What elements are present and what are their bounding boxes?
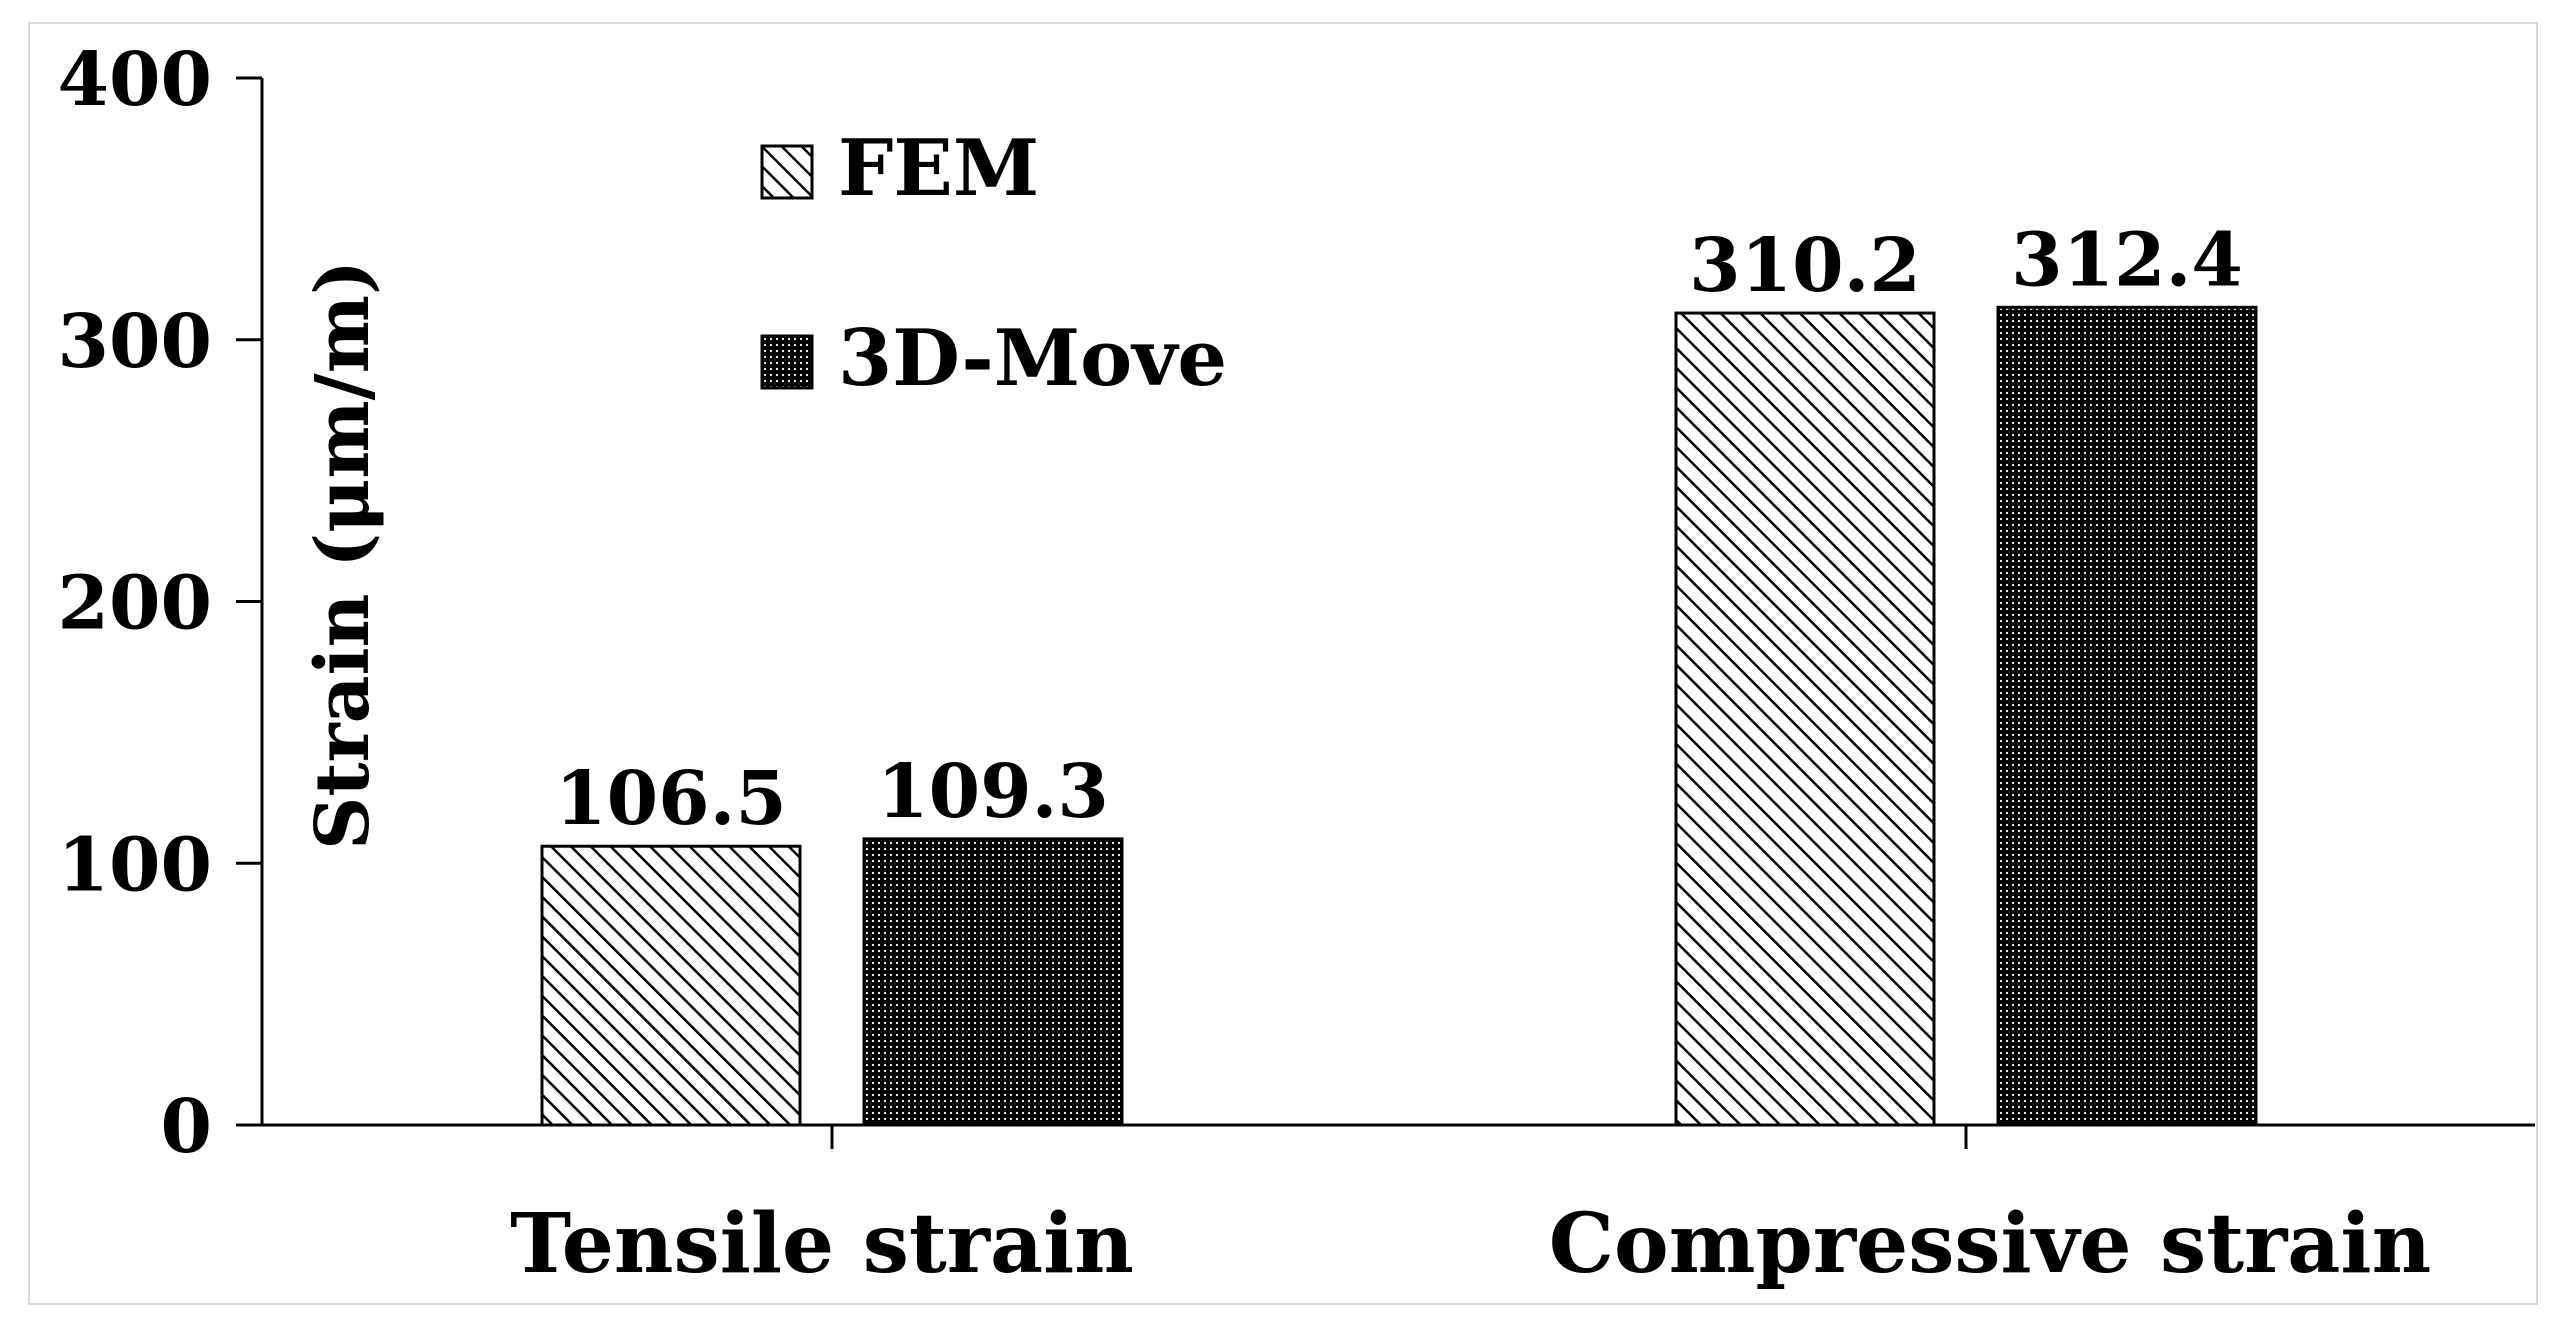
bar-fem-tensile: [540, 844, 802, 1127]
bar-3d-move-compressive: [1996, 305, 2258, 1127]
data-label-3d-move-compressive: 312.4: [2011, 217, 2243, 303]
y-axis-ticks: 0 100 200 300 400: [58, 37, 262, 1170]
y-tick-label: 300: [58, 299, 212, 385]
legend-swatch-3d-move: [760, 334, 814, 390]
legend: FEM 3D-Move: [760, 123, 1227, 404]
data-labels-group: 106.5 109.3 310.2 312.4: [555, 217, 2243, 842]
legend-label-3d-move: 3D-Move: [838, 313, 1227, 404]
y-tick-label: 100: [58, 822, 212, 908]
category-label-compressive: Compressive strain: [1549, 1196, 2431, 1292]
data-label-fem-tensile: 106.5: [555, 756, 787, 842]
bars-group: [540, 305, 2258, 1127]
bar-fem-compressive: [1674, 311, 1936, 1127]
data-label-3d-move-tensile: 109.3: [877, 749, 1109, 835]
legend-swatch-fem: [760, 144, 814, 200]
y-tick-label: 400: [58, 37, 212, 123]
data-label-fem-compressive: 310.2: [1689, 223, 1921, 309]
y-tick-label: 200: [58, 561, 212, 647]
category-label-tensile: Tensile strain: [510, 1196, 1134, 1292]
bar-3d-move-tensile: [862, 837, 1124, 1127]
y-tick-label: 0: [161, 1084, 213, 1170]
legend-label-fem: FEM: [838, 123, 1039, 214]
y-axis-title: Strain (μm/m): [300, 260, 386, 850]
